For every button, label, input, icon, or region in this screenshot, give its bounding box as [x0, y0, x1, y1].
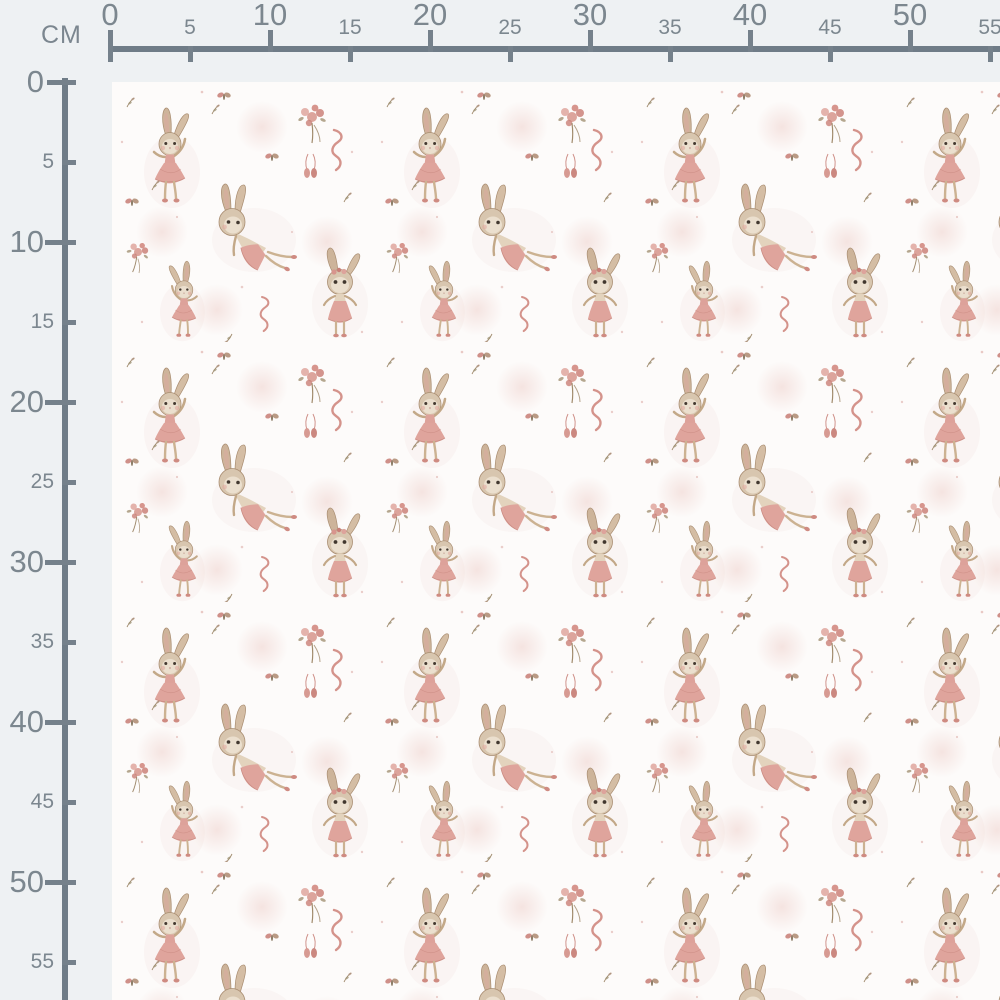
top-ruler-label-40: 40 — [732, 0, 768, 32]
top-ruler-label-55: 55 — [978, 16, 1000, 39]
left-ruler-minor-tick-55 — [62, 959, 76, 965]
left-ruler-major-tick-20 — [45, 399, 76, 405]
top-ruler-label-5: 5 — [184, 16, 196, 39]
left-ruler-minor-tick-25 — [62, 479, 76, 485]
left-ruler-major-tick-30 — [45, 559, 76, 565]
top-ruler-major-tick-40 — [747, 30, 753, 52]
left-ruler-label-0: 0 — [26, 64, 44, 99]
left-ruler-label-30: 30 — [9, 544, 44, 579]
fabric-swatch[interactable] — [112, 82, 1000, 1000]
top-ruler-label-50: 50 — [892, 0, 928, 32]
top-ruler-major-tick-20 — [427, 30, 433, 52]
left-ruler-minor-tick-5 — [62, 159, 76, 165]
top-ruler-minor-tick-35 — [667, 46, 673, 62]
left-ruler-label-15: 15 — [30, 310, 54, 333]
top-ruler-bar — [108, 46, 1000, 52]
top-ruler-label-10: 10 — [252, 0, 288, 32]
left-ruler-label-35: 35 — [30, 630, 54, 653]
ruler-unit-label: CM — [41, 21, 82, 49]
left-ruler-label-50: 50 — [9, 864, 44, 899]
top-ruler-label-30: 30 — [572, 0, 608, 32]
top-ruler-major-tick-50 — [907, 30, 913, 52]
top-ruler-label-15: 15 — [338, 16, 362, 39]
left-ruler-label-45: 45 — [30, 790, 54, 813]
left-ruler-bar — [62, 78, 68, 1000]
top-ruler-label-25: 25 — [498, 16, 522, 39]
left-ruler-label-5: 5 — [42, 150, 54, 173]
left-ruler-minor-tick-15 — [62, 319, 76, 325]
left-ruler-major-tick-0 — [47, 79, 76, 85]
left-ruler-label-55: 55 — [30, 950, 54, 973]
top-ruler-major-tick-0 — [107, 30, 113, 62]
top-ruler-minor-tick-15 — [347, 46, 353, 62]
left-ruler-major-tick-40 — [45, 719, 76, 725]
top-ruler-label-0: 0 — [101, 0, 119, 32]
left-ruler-label-25: 25 — [30, 470, 54, 493]
top-ruler-minor-tick-45 — [827, 46, 833, 62]
left-ruler-minor-tick-45 — [62, 799, 76, 805]
top-ruler-minor-tick-55 — [987, 46, 993, 62]
top-ruler-label-45: 45 — [818, 16, 842, 39]
left-ruler-major-tick-10 — [45, 239, 76, 245]
left-ruler-label-40: 40 — [9, 704, 44, 739]
top-ruler-label-20: 20 — [412, 0, 448, 32]
left-ruler-label-20: 20 — [9, 384, 44, 419]
top-ruler-minor-tick-25 — [507, 46, 513, 62]
top-ruler-minor-tick-5 — [187, 46, 193, 62]
left-ruler-label-10: 10 — [9, 224, 44, 259]
left-ruler-major-tick-50 — [45, 879, 76, 885]
top-ruler-label-35: 35 — [658, 16, 682, 39]
top-ruler-major-tick-10 — [267, 30, 273, 52]
top-ruler-major-tick-30 — [587, 30, 593, 52]
left-ruler-minor-tick-35 — [62, 639, 76, 645]
